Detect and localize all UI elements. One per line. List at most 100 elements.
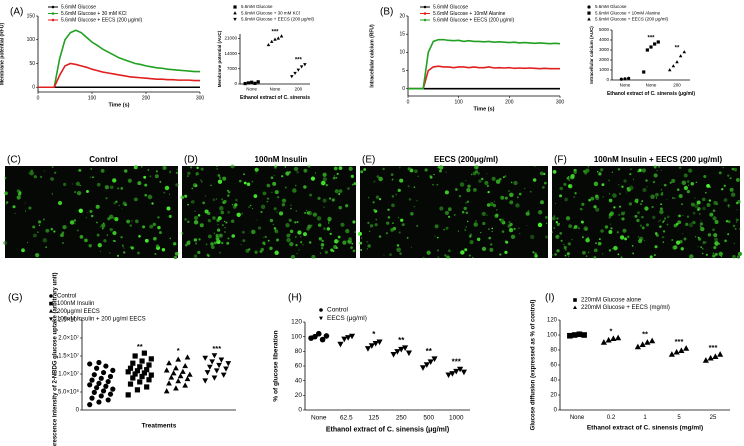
speckle <box>366 248 369 250</box>
speckle <box>504 250 508 254</box>
point <box>107 391 114 397</box>
point <box>204 370 211 376</box>
point <box>634 343 641 350</box>
speckle <box>534 165 536 167</box>
point <box>419 365 427 371</box>
speckle <box>319 237 321 240</box>
point <box>645 48 649 52</box>
speckle <box>223 230 226 233</box>
speckle <box>616 231 619 234</box>
speckle <box>727 233 730 236</box>
point <box>144 367 150 373</box>
speckle <box>358 231 362 236</box>
speckle <box>172 242 177 246</box>
legend-marker <box>423 5 427 9</box>
speckle <box>407 167 411 171</box>
point <box>89 395 95 401</box>
point <box>312 333 318 340</box>
point <box>250 80 254 84</box>
speckle <box>72 183 74 185</box>
speckle <box>494 213 499 218</box>
significance: *** <box>647 35 655 41</box>
speckle <box>88 244 92 248</box>
speckle <box>30 169 34 173</box>
speckle <box>637 236 640 238</box>
speckle <box>656 169 658 172</box>
speckle <box>480 231 482 234</box>
significance: ** <box>137 342 143 351</box>
speckle <box>611 248 614 250</box>
series-line <box>408 65 560 90</box>
legend-label: 5.6mM Glucose + EECS (200 μg/ml) <box>595 16 668 21</box>
speckle <box>705 241 707 243</box>
speckle <box>559 186 564 191</box>
point <box>132 371 138 377</box>
speckle <box>173 255 178 260</box>
point <box>567 332 573 339</box>
speckle <box>330 248 334 252</box>
speckle <box>390 228 394 232</box>
speckle <box>251 229 256 235</box>
speckle <box>481 177 484 181</box>
speckle <box>410 246 412 248</box>
x-tick-label: 0 <box>37 95 40 101</box>
x-tick-label: 100 <box>88 95 97 101</box>
speckle <box>568 224 573 228</box>
speckle <box>568 179 571 181</box>
speckle <box>587 236 590 239</box>
point <box>146 362 152 368</box>
speckle <box>373 180 376 183</box>
point <box>98 393 104 399</box>
speckle <box>269 218 274 223</box>
speckle <box>96 182 101 187</box>
speckle <box>154 174 159 179</box>
speckle <box>473 222 478 227</box>
point <box>402 345 409 352</box>
point <box>166 360 172 366</box>
speckle <box>303 232 307 237</box>
speckle <box>137 251 140 255</box>
speckle <box>445 226 449 230</box>
speckle <box>588 198 591 202</box>
significance: *** <box>212 344 221 353</box>
point <box>576 331 583 338</box>
speckle <box>73 219 77 222</box>
speckle <box>235 198 238 202</box>
speckle <box>196 166 199 170</box>
y-tick-label: 50 <box>29 61 35 67</box>
speckle <box>217 224 219 226</box>
speckle <box>463 206 467 211</box>
speckle <box>60 233 64 238</box>
y-tick-label: 2.5×10⁷ <box>58 317 79 324</box>
speckle <box>495 179 501 184</box>
speckle <box>618 213 621 217</box>
point <box>110 367 116 373</box>
speckle <box>57 200 63 206</box>
point <box>146 377 152 383</box>
speckle <box>432 183 434 186</box>
y-axis-label: Glucose diffusion (expressed as % of con… <box>531 300 537 431</box>
point <box>127 381 134 387</box>
legend-label: EECS (μg/ml) <box>327 315 367 322</box>
speckle <box>735 221 737 223</box>
speckle <box>599 168 604 172</box>
legend-marker <box>233 5 237 9</box>
speckle <box>153 236 157 241</box>
legend-label: 220mM Glucose alone <box>581 298 642 304</box>
significance: *** <box>675 337 684 346</box>
point <box>202 355 209 361</box>
speckle <box>386 223 389 225</box>
speckle <box>608 213 613 217</box>
point <box>144 384 150 390</box>
speckle <box>687 184 690 186</box>
speckle <box>266 183 271 188</box>
speckle <box>86 189 89 193</box>
speckle <box>295 244 298 247</box>
point <box>94 365 100 371</box>
speckle <box>338 166 343 171</box>
speckle <box>175 171 179 175</box>
point <box>717 351 724 357</box>
speckle <box>112 239 115 242</box>
speckle <box>360 248 363 251</box>
speckle <box>43 170 45 172</box>
